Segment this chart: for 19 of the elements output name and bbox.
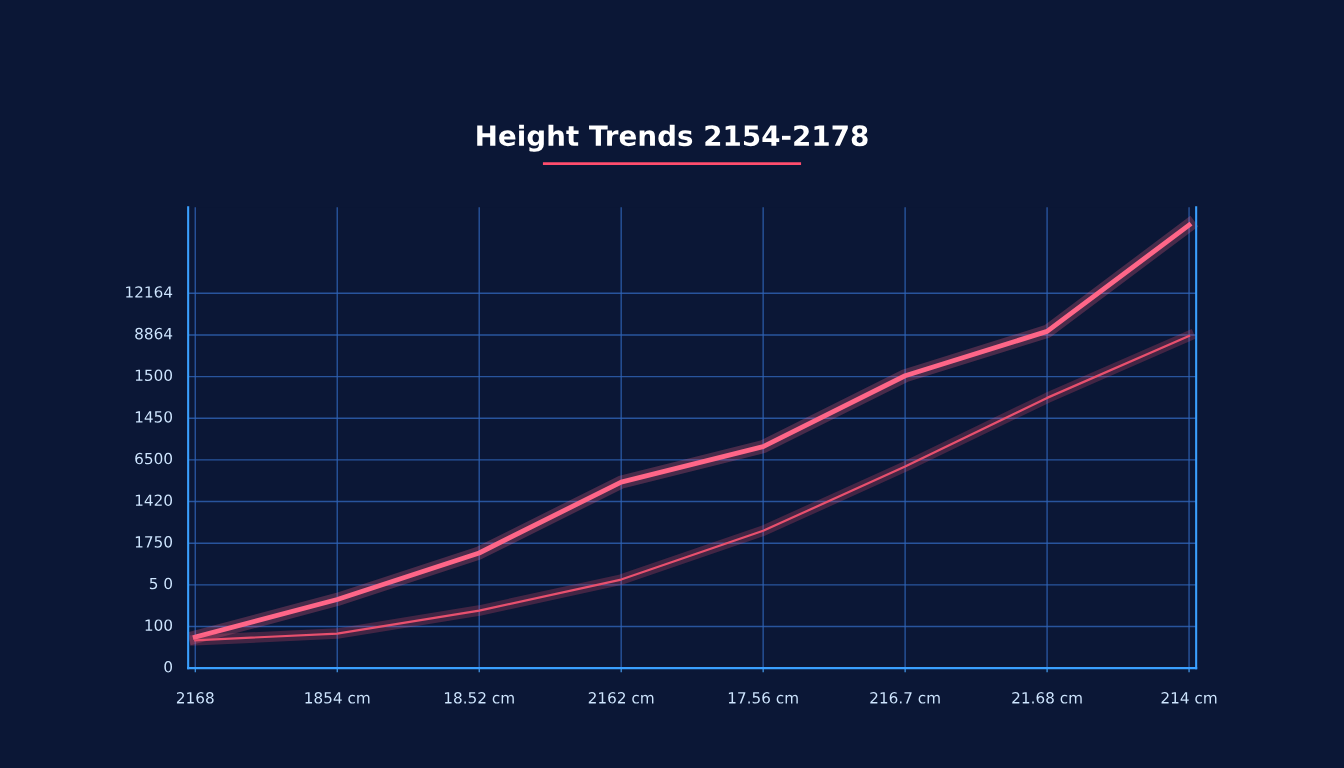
text: 5 0 bbox=[149, 577, 173, 590]
text: 1420 bbox=[135, 494, 173, 506]
x-tick-label: 216.7 cm bbox=[870, 692, 940, 704]
x-tick-label: 21.68 cm bbox=[1012, 692, 1082, 704]
x-tick-label: 2162 cm bbox=[588, 692, 654, 704]
x-tick-label: 18.52 cm bbox=[444, 692, 514, 704]
text: 1500 bbox=[135, 369, 173, 382]
text: 12164 bbox=[126, 286, 173, 298]
text: 0 bbox=[164, 661, 173, 673]
text: 1750 bbox=[135, 536, 173, 548]
text: 8864 bbox=[135, 327, 173, 340]
text: 6500 bbox=[135, 452, 173, 465]
chart-title: Height Trends 2154-2178 bbox=[477, 124, 868, 152]
text: 100 bbox=[145, 619, 173, 631]
x-tick-label: 17.56 cm bbox=[728, 692, 798, 704]
x-tick-label: 1854 cm bbox=[305, 692, 370, 704]
x-tick-label: 214 cm bbox=[1161, 692, 1217, 704]
x-tick-label: 2168 bbox=[176, 692, 214, 704]
text: 1450 bbox=[135, 411, 173, 423]
